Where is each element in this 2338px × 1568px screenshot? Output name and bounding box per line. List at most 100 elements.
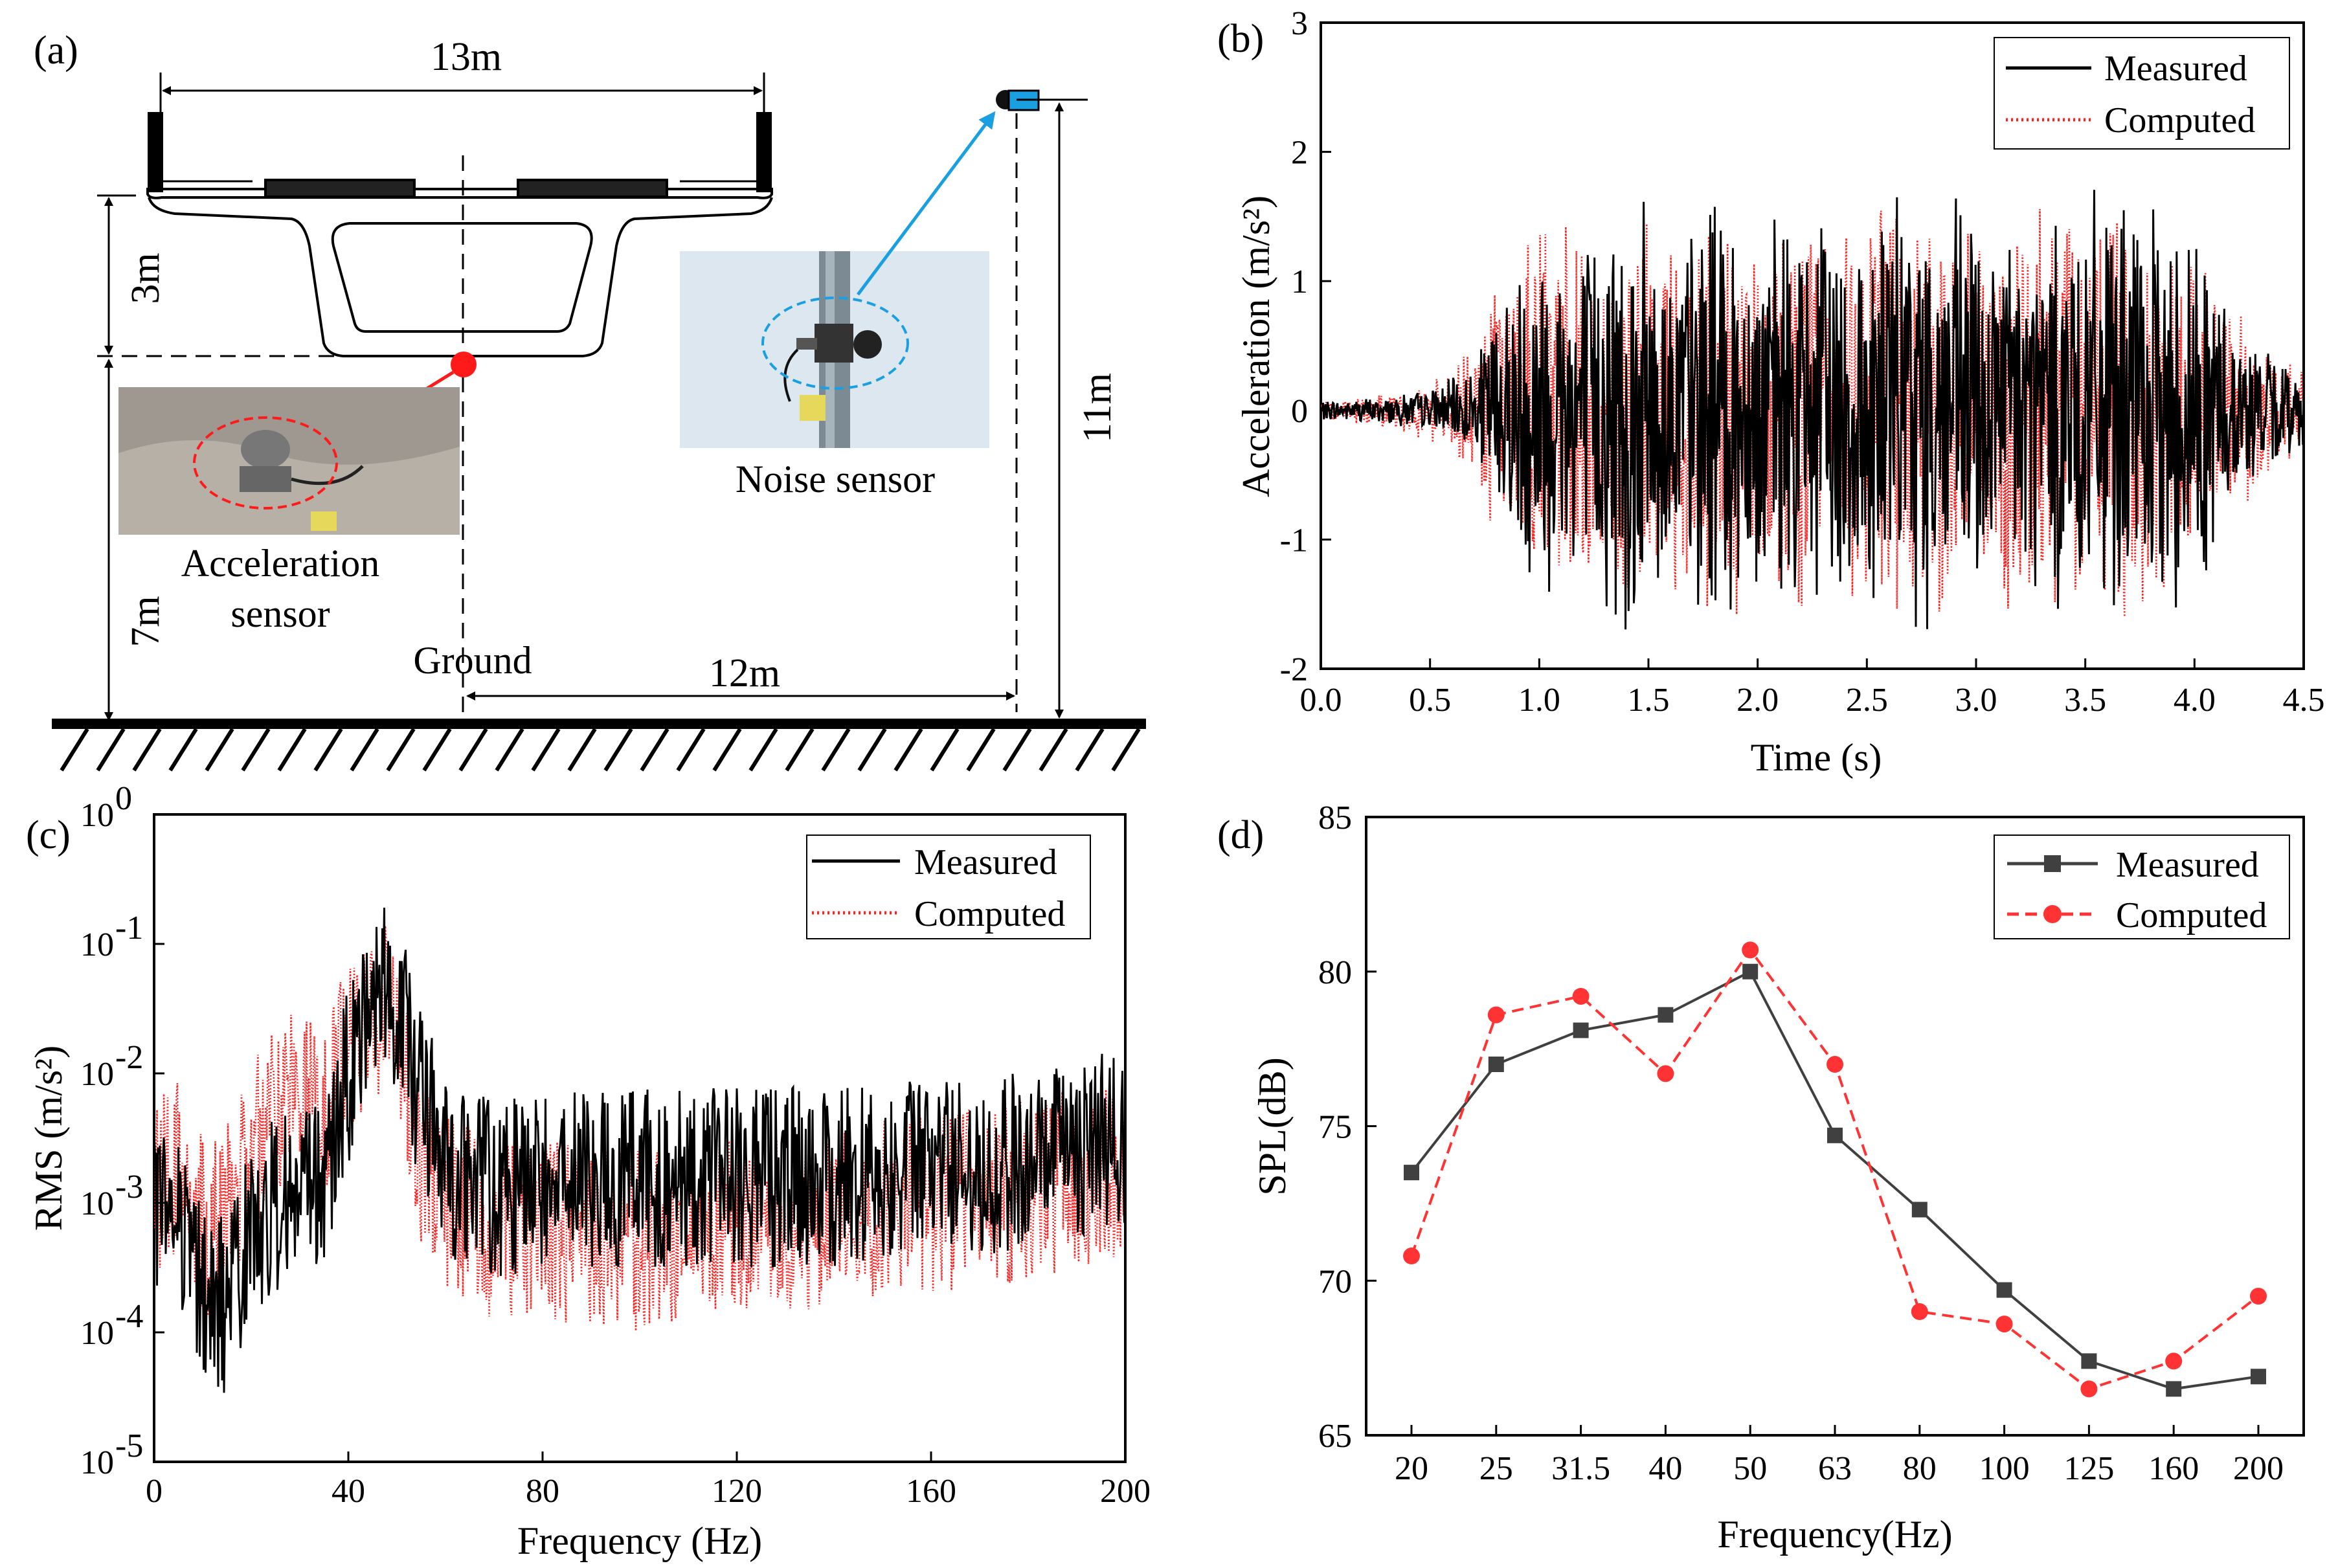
girder-height-label: 3m xyxy=(124,252,168,304)
acceleration-sensor-label-1: Acceleration xyxy=(181,542,379,585)
data-point-computed xyxy=(1403,1248,1420,1265)
data-point-computed xyxy=(2250,1288,2267,1305)
ground-hatch xyxy=(277,728,307,772)
spl-ticks: 20 25 31.5 40 50 63 80 100 125 160 200 65 70 75 80 85 xyxy=(1318,800,2284,1487)
ground-hatch xyxy=(132,728,162,772)
x-tick-label-c: 0 xyxy=(146,1473,163,1510)
x-tick-label-c: 40 xyxy=(332,1473,365,1510)
acceleration-sensor-label-2: sensor xyxy=(230,592,330,635)
pier-height-dimension: 7m xyxy=(104,359,168,721)
panel-c-rms-spectrum-chart: (c) 0 40 80 120 160 20010-510-410-310-210-110… xyxy=(26,780,1151,1562)
data-point-measured xyxy=(2251,1369,2266,1385)
plot-frame-b xyxy=(1320,21,2305,670)
ground-hatch xyxy=(458,728,488,772)
acceleration-ticks: 0.0 0.5 1.0 1.5 2.0 2.5 3.0 3.5 4.0 4.5 -2 -1 0 1 2 3 xyxy=(1280,5,2325,719)
legend-c: Measured Computed xyxy=(806,834,1091,939)
ground-hatch xyxy=(712,728,742,772)
x-tick-label-d: 40 xyxy=(1648,1450,1682,1487)
ground-hatch xyxy=(241,728,271,772)
y-tick-label-b: 2 xyxy=(1291,135,1308,172)
acceleration-sensor-photo xyxy=(118,387,460,535)
y-tick-label-d: 70 xyxy=(1318,1263,1352,1300)
legend-c-measured: Measured xyxy=(914,842,1057,882)
ground-hatch xyxy=(894,728,923,772)
noise-sensor-photo xyxy=(680,251,989,448)
distance-label: 12m xyxy=(709,651,780,695)
y-tick-label-d: 85 xyxy=(1318,800,1352,836)
y-tick-label-d: 80 xyxy=(1318,954,1352,991)
y-tick-exponent-c: -4 xyxy=(115,1298,143,1335)
x-tick-label-b: 4.5 xyxy=(2283,682,2325,719)
data-point-computed xyxy=(1657,1065,1674,1082)
x-tick-label-c: 120 xyxy=(712,1473,762,1510)
x-tick-label-d: 25 xyxy=(1479,1450,1513,1487)
x-tick-label-c: 80 xyxy=(526,1473,559,1510)
series-line-computed xyxy=(1410,947,2260,1391)
legend-d-computed-marker xyxy=(2043,905,2062,923)
ground-hatch xyxy=(603,728,633,772)
ground-hatch xyxy=(966,728,996,772)
y-tick-label-b: 0 xyxy=(1291,393,1308,430)
legend-d: Measured Computed xyxy=(1994,834,2290,939)
total-height-label: 11m xyxy=(1075,373,1119,443)
y-tick-label-d: 65 xyxy=(1318,1418,1352,1455)
panel-a-bridge-schematic: (a) 13m 3m xyxy=(34,28,1146,772)
y-tick-exponent-c: -5 xyxy=(115,1428,143,1464)
ground-hatch xyxy=(386,728,416,772)
x-tick-label-d: 160 xyxy=(2148,1450,2199,1487)
x-axis-title-b: Time (s) xyxy=(1751,736,1882,779)
series-line-measured xyxy=(154,907,1125,1393)
ground-hatching xyxy=(52,719,1146,772)
data-point-measured xyxy=(2166,1381,2182,1397)
x-axis-title-c: Frequency (Hz) xyxy=(517,1519,762,1562)
panel-d-label: (d) xyxy=(1217,813,1264,857)
x-tick-label-b: 1.5 xyxy=(1628,682,1670,719)
ground-hatch xyxy=(857,728,887,772)
legend-d-measured: Measured xyxy=(2116,845,2259,885)
series-line-computed xyxy=(154,926,1125,1331)
girder-height-dimension: 3m xyxy=(97,194,168,355)
y-tick-label-c: 10 xyxy=(80,797,114,834)
x-tick-label-b: 2.5 xyxy=(1846,682,1888,719)
x-tick-label-d: 200 xyxy=(2233,1450,2284,1487)
data-point-measured xyxy=(1573,1022,1589,1038)
y-tick-label-c: 10 xyxy=(80,926,114,963)
ground-hatch xyxy=(748,728,778,772)
y-tick-label-c: 10 xyxy=(80,1185,114,1222)
data-point-computed xyxy=(2165,1352,2183,1370)
legend-b: Measured Computed xyxy=(1994,37,2290,150)
y-tick-exponent-c: -1 xyxy=(115,910,143,946)
legend-b-measured: Measured xyxy=(2104,49,2247,89)
ground-hatch xyxy=(676,728,706,772)
ground-hatch xyxy=(60,728,89,772)
x-tick-label-b: 1.0 xyxy=(1518,682,1560,719)
panel-a-label: (a) xyxy=(34,28,78,73)
x-tick-label-d: 20 xyxy=(1395,1450,1428,1487)
ground-hatch xyxy=(1075,728,1105,772)
acceleration-sensor-marker xyxy=(451,352,477,377)
legend-b-computed: Computed xyxy=(2104,100,2255,140)
x-tick-label-d: 50 xyxy=(1733,1450,1767,1487)
noise-sensor-arrow xyxy=(857,111,996,296)
ground-label: Ground xyxy=(413,639,532,682)
width-label: 13m xyxy=(431,35,502,79)
panel-b-label: (b) xyxy=(1217,17,1264,61)
x-tick-label-d: 63 xyxy=(1818,1450,1852,1487)
series-line-measured xyxy=(1410,970,2259,1391)
data-point-measured xyxy=(2081,1353,2097,1369)
y-tick-label-b: -1 xyxy=(1280,522,1308,559)
data-point-computed xyxy=(1572,987,1590,1005)
data-point-computed xyxy=(1911,1303,1928,1320)
x-tick-label-d: 125 xyxy=(2063,1450,2114,1487)
panel-b-acceleration-chart: (b) 0.0 0.5 1.0 1.5 2.0 2.5 3.0 3.5 4.0 4.5 -2 -1 0 1… xyxy=(1217,5,2325,779)
y-tick-exponent-c: 0 xyxy=(115,780,132,817)
ground-hatch xyxy=(1039,728,1068,772)
y-tick-label-c: 10 xyxy=(80,1444,114,1481)
ground-hatch xyxy=(168,728,198,772)
x-tick-label-c: 200 xyxy=(1100,1473,1151,1510)
y-tick-exponent-c: -2 xyxy=(115,1039,143,1076)
ground-hatch xyxy=(205,728,234,772)
ground-hatch xyxy=(495,728,524,772)
ground-hatch xyxy=(96,728,126,772)
